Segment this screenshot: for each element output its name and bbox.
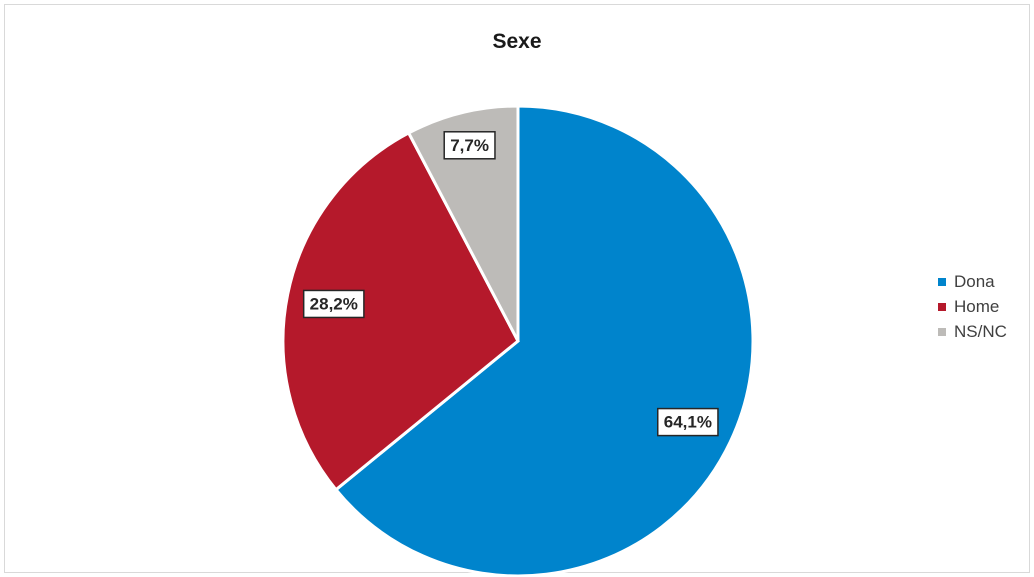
pie-slice-home bbox=[281, 130, 520, 492]
data-label-box-nsnc bbox=[443, 131, 496, 160]
data-label-dona: 64,1% bbox=[657, 407, 719, 437]
legend-item-nsnc: NS/NC bbox=[938, 320, 1007, 344]
data-label-text-home: 28,2% bbox=[310, 294, 358, 313]
legend-item-dona: Dona bbox=[938, 270, 1007, 294]
legend-swatch-home bbox=[938, 303, 946, 311]
data-label-text-dona: 64,1% bbox=[664, 413, 712, 432]
legend-item-home: Home bbox=[938, 295, 1007, 319]
pie-slice-nsnc bbox=[406, 104, 520, 342]
legend-label-nsnc: NS/NC bbox=[954, 322, 1007, 341]
pie-data-labels: 64,1% 28,2% 7,7% bbox=[302, 131, 719, 437]
pie-slices bbox=[281, 104, 755, 577]
data-label-box-home bbox=[302, 289, 365, 319]
legend-swatch-dona bbox=[938, 278, 946, 286]
legend: Dona Home NS/NC bbox=[938, 270, 1007, 345]
legend-swatch-nsnc bbox=[938, 328, 946, 336]
pie-slice-dona bbox=[333, 104, 755, 577]
chart-title: Sexe bbox=[492, 30, 542, 53]
data-label-nsnc: 7,7% bbox=[443, 131, 496, 160]
legend-label-home: Home bbox=[954, 297, 1000, 316]
data-label-home: 28,2% bbox=[302, 289, 365, 319]
legend-label-dona: Dona bbox=[954, 272, 995, 291]
data-label-text-nsnc: 7,7% bbox=[450, 136, 489, 155]
data-label-box-dona bbox=[657, 407, 719, 437]
